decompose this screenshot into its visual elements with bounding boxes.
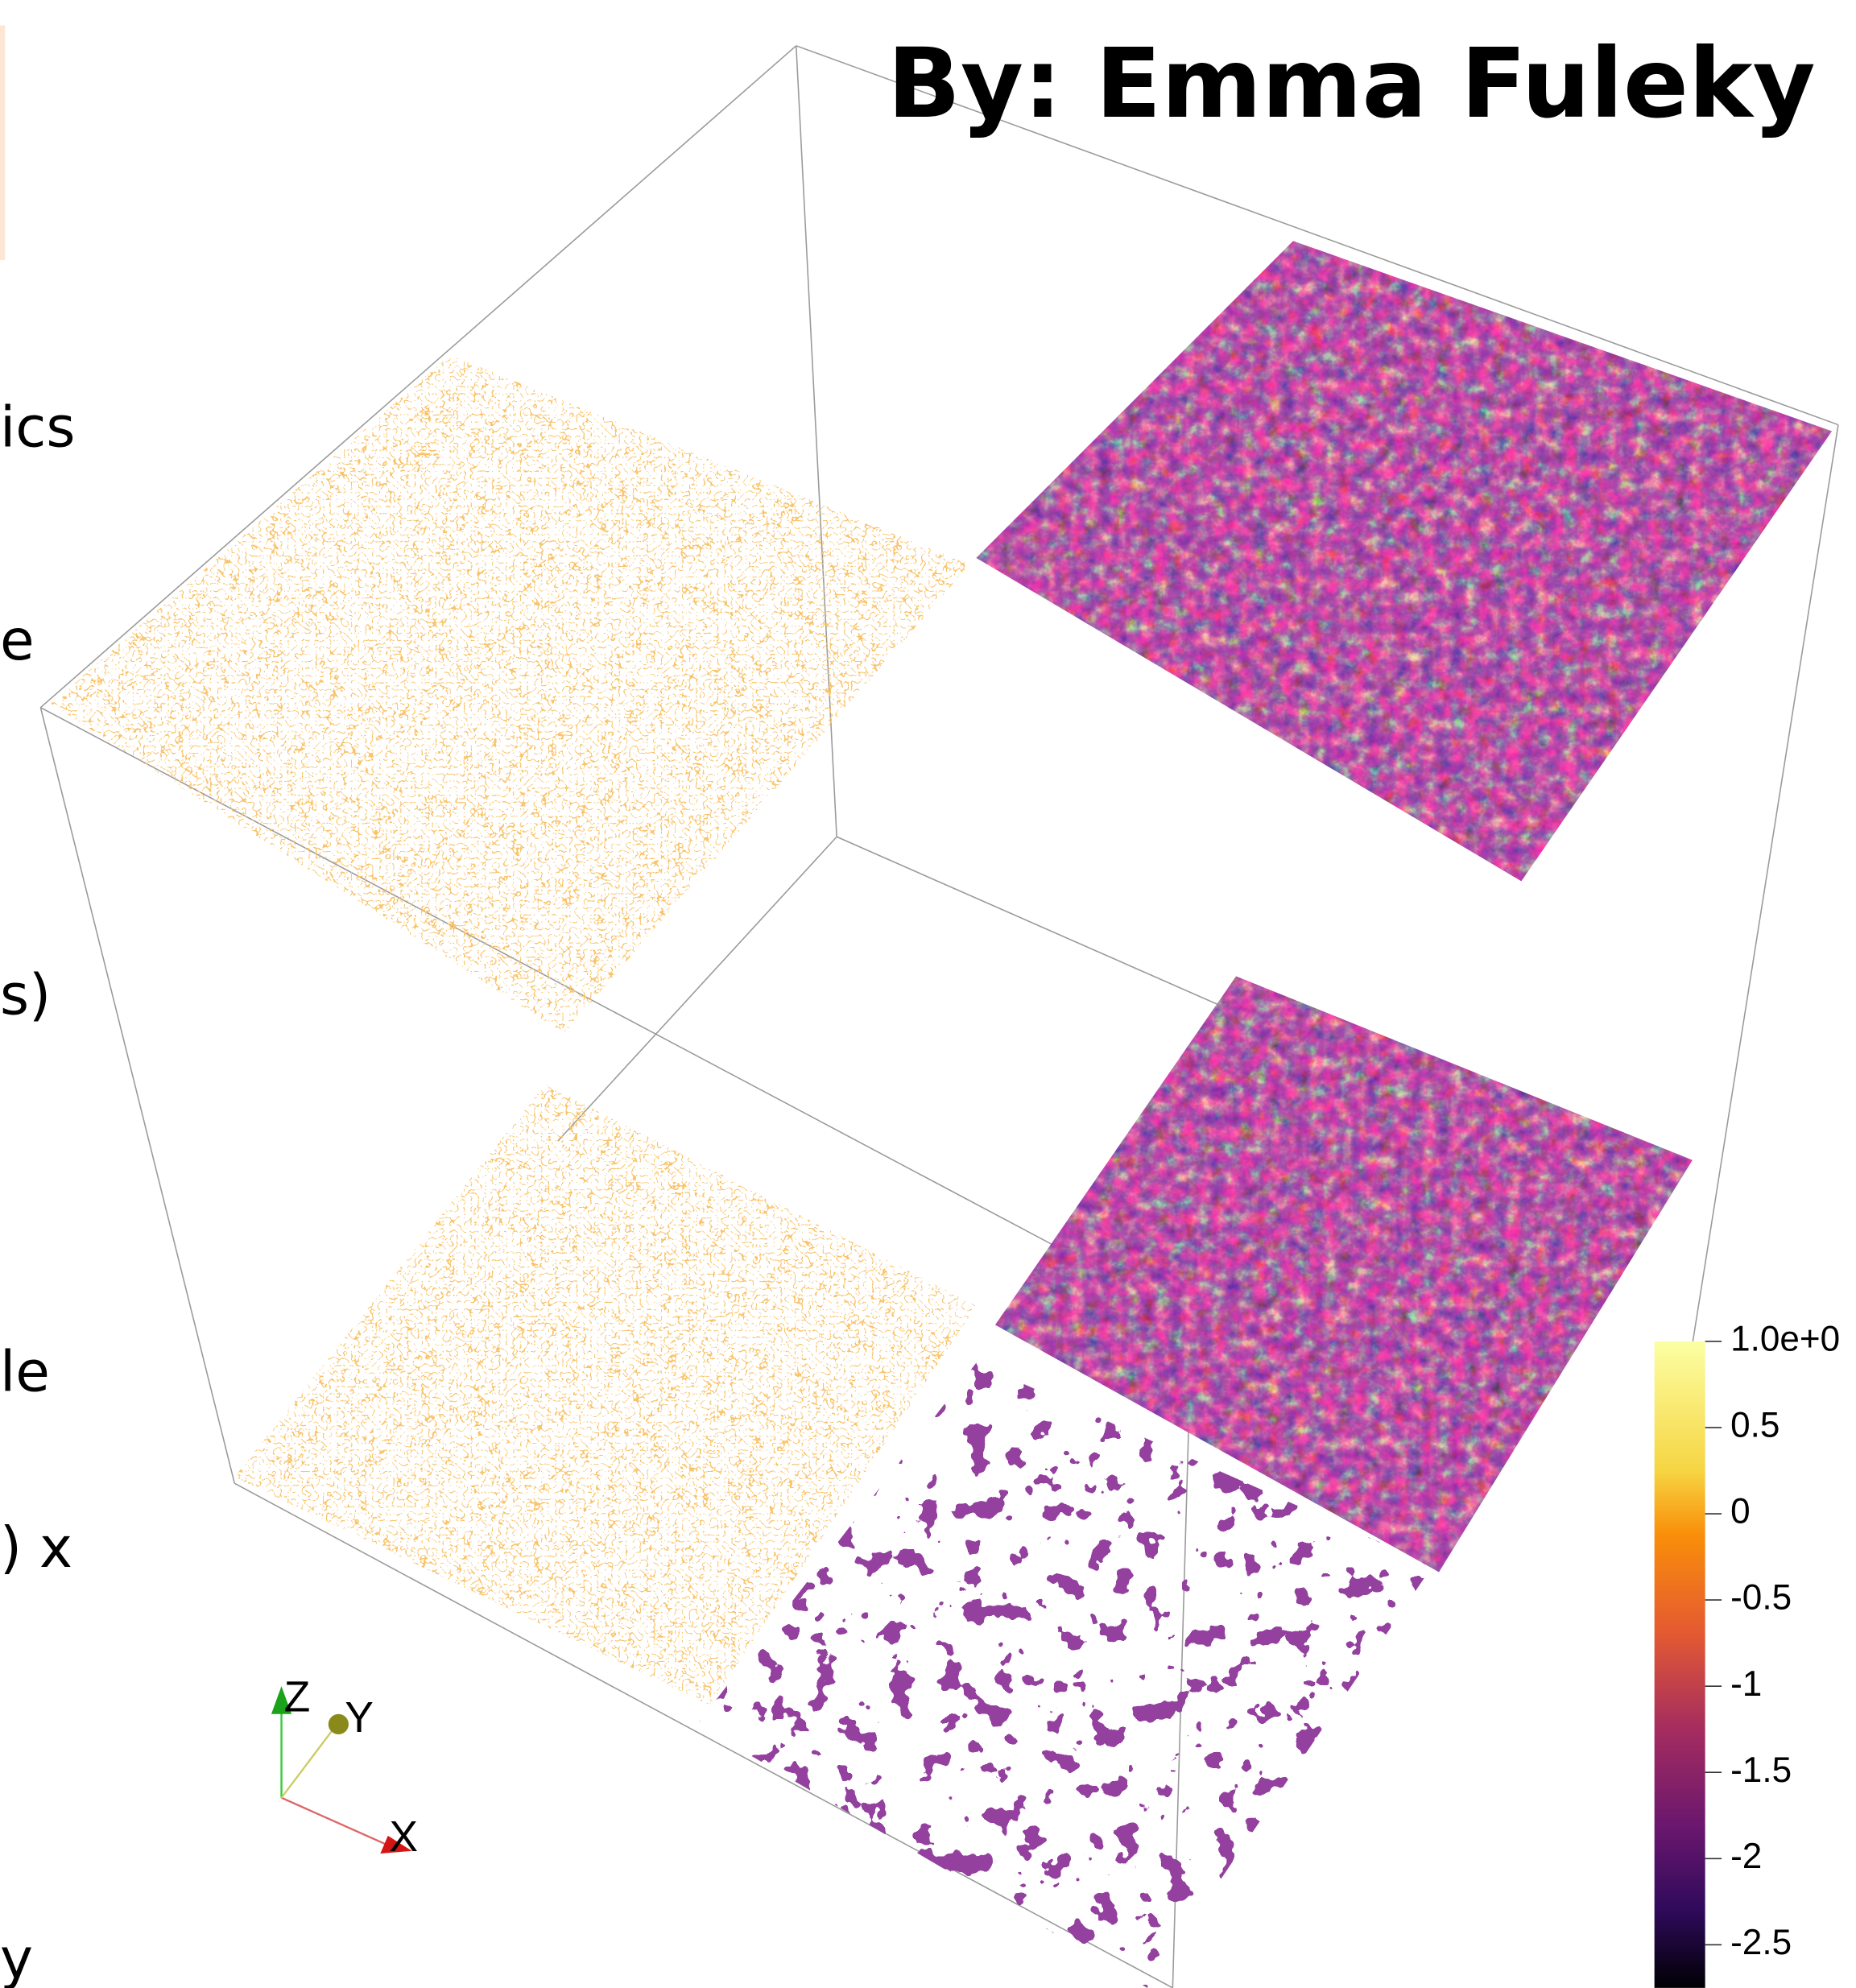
author-title: By: Emma Fuleky	[887, 28, 1816, 140]
colorbar-label: 0	[1730, 1492, 1751, 1531]
side-label: ics	[0, 395, 75, 460]
colorbar	[1655, 1341, 1705, 1988]
render-view: By: Emma Fuleky ics e s) le ) x y Z Y X 1.0e+…	[0, 0, 1856, 1988]
axis-label: Y	[345, 1694, 374, 1742]
colorbar-label: -2	[1730, 1837, 1762, 1876]
colorbar-label: -1.5	[1730, 1750, 1792, 1790]
side-label: y	[0, 1927, 33, 1988]
axis-label: X	[389, 1813, 418, 1861]
density-slab	[964, 229, 1851, 900]
axis-label: Z	[284, 1674, 311, 1721]
colorbar-ticks: 1.0e+0 0.5 0 -0.5 -1 -1.5 -2 -2.5	[1705, 1320, 1841, 1962]
colorbar-label: -2.5	[1730, 1923, 1792, 1962]
strand-slab	[0, 342, 989, 1052]
side-label: s)	[0, 964, 51, 1028]
page: {"title": "By: Emma Fuleky", "side_text"…	[0, 0, 1856, 1988]
orientation-axes: Z Y X	[271, 1674, 418, 1861]
side-label: ) x	[0, 1516, 72, 1581]
colorbar-label: 0.5	[1730, 1406, 1780, 1445]
side-label: le	[0, 1340, 50, 1404]
panel-edge	[0, 26, 5, 260]
side-text: ics e s) le ) x y	[0, 395, 75, 1988]
colorbar-label: -0.5	[1730, 1578, 1792, 1618]
side-label: e	[0, 609, 35, 673]
colorbar-label: 1.0e+0	[1730, 1320, 1840, 1359]
colorbar-label: -1	[1730, 1664, 1762, 1704]
